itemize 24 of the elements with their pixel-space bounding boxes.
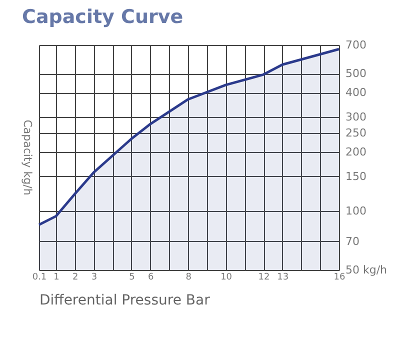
x-tick-label: 0.1 bbox=[32, 272, 47, 282]
y-tick-label: 70 bbox=[346, 234, 360, 248]
chart-title: Capacity Curve bbox=[22, 6, 184, 28]
y-axis-title: Capacity kg/h bbox=[21, 120, 34, 196]
y-tick-label: 200 bbox=[346, 145, 366, 158]
x-tick-label: 10 bbox=[220, 272, 232, 282]
x-tick-label: 12 bbox=[258, 272, 270, 282]
x-tick-label: 5 bbox=[129, 272, 135, 282]
y-tick-label: 250 bbox=[346, 126, 366, 140]
y-tick-label: 700 bbox=[346, 38, 366, 52]
y-tick-label: 400 bbox=[346, 86, 366, 100]
x-tick-label: 8 bbox=[186, 272, 192, 282]
y-tick-label: 100 bbox=[346, 204, 366, 218]
y-tick-label: 50 kg/h bbox=[346, 264, 388, 276]
x-tick-label: 16 bbox=[334, 272, 346, 282]
x-tick-label: 13 bbox=[277, 272, 289, 282]
x-tick-label: 2 bbox=[72, 272, 78, 282]
x-tick-label: 1 bbox=[54, 272, 60, 282]
y-tick-label: 300 bbox=[346, 110, 366, 124]
y-tick-label: 150 bbox=[346, 170, 366, 183]
y-tick-label: 500 bbox=[346, 67, 366, 80]
x-tick-label: 6 bbox=[148, 272, 154, 282]
x-tick-label: 3 bbox=[91, 272, 98, 282]
x-axis-title: Differential Pressure Bar bbox=[40, 292, 210, 308]
